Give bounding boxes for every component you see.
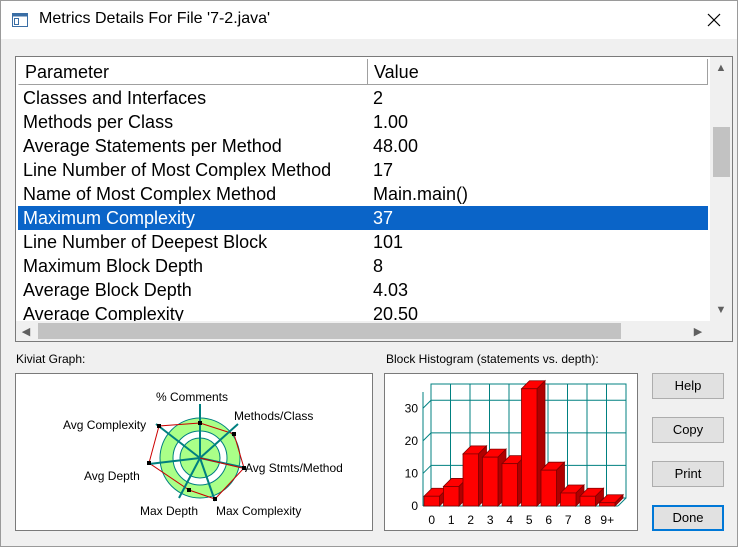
table-row[interactable]: Line Number of Deepest Block 101 — [18, 230, 708, 254]
histogram-x-tick: 6 — [545, 513, 552, 527]
close-button[interactable] — [691, 1, 737, 39]
kiviat-axis-comments: % Comments — [156, 390, 228, 404]
kiviat-axis-avg-depth: Avg Depth — [84, 469, 140, 483]
grid-header: Parameter Value — [18, 59, 708, 85]
cell-value: 4.03 — [373, 280, 409, 300]
window-title: Metrics Details For File '7-2.java' — [39, 10, 271, 27]
metrics-grid[interactable]: Parameter Value Classes and Interfaces 2 M… — [15, 56, 733, 342]
column-header-value[interactable]: Value — [368, 59, 708, 85]
kiviat-label: Kiviat Graph: — [16, 352, 86, 366]
histogram-bar — [520, 379, 546, 507]
cell-parameter: Methods per Class — [23, 112, 174, 132]
done-button[interactable]: Done — [652, 505, 724, 531]
table-row[interactable]: Average Complexity 20.50 — [18, 302, 708, 322]
kiviat-polygon — [148, 422, 245, 500]
histogram-y-tick: 0 — [411, 499, 418, 513]
scroll-down-arrow-icon[interactable]: ▼ — [715, 304, 727, 316]
help-button[interactable]: Help — [652, 373, 724, 399]
table-row[interactable]: Average Block Depth 4.03 — [18, 278, 708, 302]
cell-value: 37 — [373, 208, 394, 228]
kiviat-axis-avg-complexity: Avg Complexity — [63, 418, 146, 432]
cell-parameter: Average Complexity — [23, 304, 184, 322]
histogram-bar — [579, 487, 605, 507]
scroll-left-arrow-icon[interactable]: ◀ — [21, 325, 31, 338]
histogram-x-tick: 2 — [467, 513, 474, 527]
histogram-bar — [559, 484, 585, 507]
cell-parameter: Maximum Block Depth — [23, 256, 204, 276]
kiviat-graph: % Comments Methods/Class Avg Stmts/Metho… — [63, 390, 343, 518]
histogram-x-tick: 8 — [584, 513, 591, 527]
cell-value: 2 — [373, 88, 384, 108]
cell-parameter: Classes and Interfaces — [23, 88, 207, 108]
histogram-panel: 0 10 20 30 0 1 2 3 4 5 6 7 8 9+ — [384, 373, 638, 531]
cell-value: 20.50 — [373, 304, 419, 322]
histogram-y-tick: 10 — [405, 466, 419, 480]
scrollbar-corner — [710, 321, 732, 341]
histogram-x-tick: 4 — [506, 513, 513, 527]
cell-parameter: Line Number of Deepest Block — [23, 232, 268, 252]
grid-rows: Classes and Interfaces 2 Methods per Class… — [18, 86, 708, 322]
histogram-bar — [598, 493, 624, 507]
vertical-scrollbar[interactable]: ▲ ▼ — [710, 57, 732, 321]
cell-value: 1.00 — [373, 112, 409, 132]
copy-button[interactable]: Copy — [652, 417, 724, 443]
histogram-x-tick: 9+ — [600, 513, 614, 527]
cell-parameter: Line Number of Most Complex Method — [23, 160, 332, 180]
histogram-x-tick: 3 — [487, 513, 494, 527]
kiviat-axis-avg-stmts: Avg Stmts/Method — [245, 461, 343, 475]
table-row[interactable]: Line Number of Most Complex Method 17 — [18, 158, 708, 182]
scroll-up-arrow-icon[interactable]: ▲ — [715, 62, 727, 74]
kiviat-axis-max-depth: Max Depth — [140, 504, 198, 518]
print-button[interactable]: Print — [652, 461, 724, 487]
kiviat-graph-panel: % Comments Methods/Class Avg Stmts/Metho… — [15, 373, 373, 531]
kiviat-vertices — [147, 421, 246, 501]
histogram-label: Block Histogram (statements vs. depth): — [386, 352, 599, 366]
histogram-x-tick: 0 — [428, 513, 435, 527]
close-icon — [707, 13, 721, 27]
column-header-parameter[interactable]: Parameter — [18, 59, 368, 85]
cell-parameter: Average Block Depth — [23, 280, 192, 300]
table-row[interactable]: Maximum Complexity 37 — [18, 206, 708, 230]
table-row[interactable]: Methods per Class 1.00 — [18, 110, 708, 134]
horizontal-scrollbar[interactable]: ◀ ▶ — [16, 321, 710, 341]
cell-value: Main.main() — [373, 184, 469, 204]
histogram-y-tick: 30 — [405, 401, 419, 415]
scroll-right-arrow-icon[interactable]: ▶ — [693, 325, 703, 338]
table-row[interactable]: Name of Most Complex Method Main.main() — [18, 182, 708, 206]
kiviat-center-line — [199, 457, 243, 469]
cell-value: 8 — [373, 256, 384, 276]
kiviat-axis-max-complexity: Max Complexity — [216, 504, 301, 518]
horizontal-scroll-thumb[interactable] — [38, 323, 621, 339]
cell-parameter: Maximum Complexity — [23, 208, 196, 228]
histogram-x-tick: 5 — [526, 513, 533, 527]
histogram-y-tick: 20 — [405, 434, 419, 448]
table-row[interactable]: Average Statements per Method 48.00 — [18, 134, 708, 158]
cell-value: 48.00 — [373, 136, 419, 156]
kiviat-axis-methods-class: Methods/Class — [234, 409, 313, 423]
app-window-icon — [12, 13, 28, 27]
title-bar: Metrics Details For File '7-2.java' — [1, 1, 737, 39]
cell-value: 17 — [373, 160, 394, 180]
table-row[interactable]: Maximum Block Depth 8 — [18, 254, 708, 278]
vertical-scroll-thumb[interactable] — [713, 127, 730, 177]
histogram-x-tick: 7 — [565, 513, 572, 527]
cell-parameter: Name of Most Complex Method — [23, 184, 277, 204]
cell-parameter: Average Statements per Method — [23, 136, 282, 156]
cell-value: 101 — [373, 232, 404, 252]
histogram-x-tick: 1 — [448, 513, 455, 527]
table-row[interactable]: Classes and Interfaces 2 — [18, 86, 708, 110]
